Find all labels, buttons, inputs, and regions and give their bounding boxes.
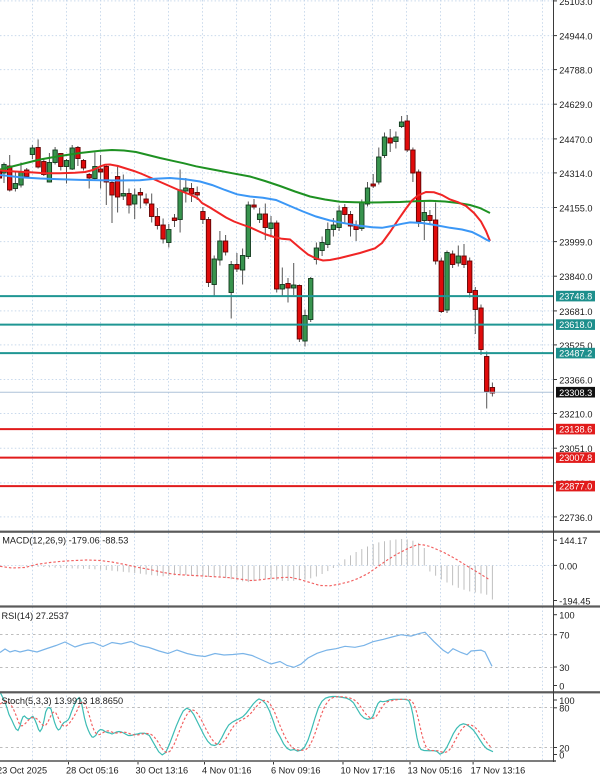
svg-text:24788.0: 24788.0 — [559, 66, 592, 76]
svg-text:24629.0: 24629.0 — [559, 100, 592, 110]
svg-text:30: 30 — [559, 663, 569, 673]
svg-text:6 Nov 09:16: 6 Nov 09:16 — [271, 765, 321, 775]
svg-text:23999.0: 23999.0 — [559, 238, 592, 248]
svg-text:20: 20 — [559, 743, 569, 753]
svg-text:100: 100 — [559, 696, 574, 706]
svg-text:23366.0: 23366.0 — [559, 375, 592, 385]
svg-text:23 Oct 2025: 23 Oct 2025 — [0, 765, 47, 775]
svg-text:80: 80 — [559, 704, 569, 714]
svg-text:24155.0: 24155.0 — [559, 203, 592, 213]
svg-text:Stoch(5,3,3) 13.9913 18.8650: Stoch(5,3,3) 13.9913 18.8650 — [2, 696, 124, 706]
svg-text:13 Nov 05:16: 13 Nov 05:16 — [408, 765, 463, 775]
svg-text:24470.0: 24470.0 — [559, 135, 592, 145]
svg-text:10 Nov 17:16: 10 Nov 17:16 — [341, 765, 396, 775]
svg-text:23618.0: 23618.0 — [559, 320, 592, 330]
svg-text:70: 70 — [559, 631, 569, 641]
svg-text:-194.45: -194.45 — [559, 596, 590, 606]
svg-text:23210.0: 23210.0 — [559, 409, 592, 419]
svg-text:23007.8: 23007.8 — [559, 453, 592, 463]
svg-text:23525.0: 23525.0 — [559, 341, 592, 351]
svg-text:23840.0: 23840.0 — [559, 272, 592, 282]
svg-text:24314.0: 24314.0 — [559, 169, 592, 179]
svg-text:22877.0: 22877.0 — [559, 482, 592, 492]
svg-text:28 Oct 05:16: 28 Oct 05:16 — [66, 765, 119, 775]
svg-text:23308.3: 23308.3 — [559, 388, 592, 398]
svg-text:MACD(12,26,9) -179.06 -88.53: MACD(12,26,9) -179.06 -88.53 — [2, 536, 128, 546]
svg-text:4 Nov 01:16: 4 Nov 01:16 — [202, 765, 252, 775]
svg-text:17 Nov 13:16: 17 Nov 13:16 — [471, 765, 526, 775]
svg-text:0.00: 0.00 — [559, 561, 577, 571]
svg-text:RSI(14) 27.2537: RSI(14) 27.2537 — [2, 611, 69, 621]
svg-text:23051.0: 23051.0 — [559, 444, 592, 454]
svg-text:0: 0 — [559, 681, 564, 691]
svg-text:23487.2: 23487.2 — [559, 349, 592, 359]
svg-text:23748.8: 23748.8 — [559, 292, 592, 302]
svg-text:100: 100 — [559, 611, 574, 621]
svg-text:23681.0: 23681.0 — [559, 307, 592, 317]
svg-text:22736.0: 22736.0 — [559, 513, 592, 523]
svg-text:23138.6: 23138.6 — [559, 425, 592, 435]
svg-text:144.17: 144.17 — [559, 536, 587, 546]
svg-text:25103.0: 25103.0 — [559, 0, 592, 7]
svg-text:24944.0: 24944.0 — [559, 32, 592, 42]
svg-text:0: 0 — [559, 750, 564, 760]
svg-text:30 Oct 13:16: 30 Oct 13:16 — [136, 765, 189, 775]
